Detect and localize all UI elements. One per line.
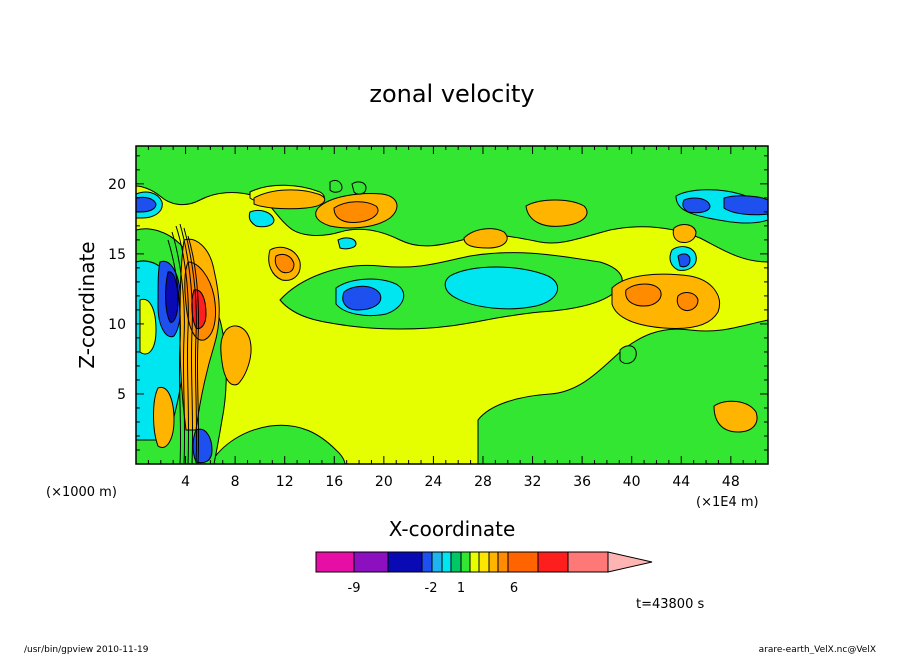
- colorbar-swatch: [450, 551, 462, 573]
- colorbar-swatch: [478, 551, 490, 573]
- orange-streak-left: [220, 325, 252, 386]
- x-tick-label: 8: [231, 474, 240, 490]
- dark-orange-patch-3: [625, 283, 662, 307]
- cyan-patch-4: [337, 237, 357, 250]
- blue-patch-top-left: [136, 196, 157, 213]
- x-tick-label: 24: [424, 474, 442, 490]
- x-axis: 4 8 12 16 20 24 28 32 36 40 44 48: [147, 146, 757, 490]
- blue-patch-bottom-left: [192, 428, 213, 464]
- x-tick-label: 36: [573, 474, 591, 490]
- y-tick-label: 20: [108, 177, 126, 193]
- time-label: t=43800 s: [636, 597, 704, 612]
- y-tick-label: 5: [117, 387, 126, 403]
- colorbar-swatch: [488, 551, 499, 573]
- colorbar-tick-label: -2: [425, 581, 438, 596]
- dark-orange-patch-1: [333, 201, 379, 223]
- colorbar: -9 -2 1 6: [315, 551, 653, 596]
- colorbar-swatch: [431, 551, 443, 573]
- colorbar-extend-triangle: [607, 551, 653, 573]
- colorbar-tick-label: 1: [457, 581, 465, 596]
- colorbar-swatch: [353, 551, 389, 573]
- colorbar-swatch: [387, 551, 423, 573]
- x-tick-label: 16: [325, 474, 343, 490]
- footer-left: /usr/bin/gpview 2010-11-19: [24, 645, 149, 654]
- x-tick-label: 28: [474, 474, 492, 490]
- colorbar-swatch: [315, 551, 355, 573]
- colorbar-swatch: [507, 551, 539, 573]
- colorbar-swatch: [460, 551, 471, 573]
- colorbar-tick-label: -9: [348, 581, 361, 596]
- green-blob-1: [329, 179, 343, 193]
- cyan-patch-1: [444, 266, 559, 310]
- colorbar-swatch: [421, 551, 433, 573]
- cyan-patch-3: [248, 209, 275, 228]
- y-axis-title: Z-coordinate: [75, 241, 99, 368]
- contour-line-cluster: [167, 223, 200, 464]
- green-blob-2: [351, 181, 367, 195]
- y-axis: 5 10 15 20: [108, 155, 768, 451]
- dark-blue-core-left: [165, 271, 179, 323]
- dark-orange-patch-4: [676, 292, 699, 311]
- orange-patch-6: [611, 273, 720, 329]
- blue-patch-right-2: [723, 195, 768, 216]
- x-tick-label: 44: [672, 474, 690, 490]
- green-band-upper: [136, 146, 768, 263]
- colorbar-swatch: [537, 551, 569, 573]
- green-region-bottom-left: [209, 424, 346, 464]
- y-tick-label: 10: [108, 317, 126, 333]
- x-tick-label: 32: [524, 474, 542, 490]
- green-blob-3: [619, 345, 637, 364]
- yellow-patch-left: [139, 298, 157, 355]
- orange-patch-1: [253, 189, 326, 210]
- plot-frame: [135, 145, 769, 465]
- blue-patch-right-3: [677, 253, 691, 268]
- footer-right: arare-earth_VelX.nc@VelX: [759, 645, 876, 654]
- blue-patch-1: [342, 285, 382, 311]
- colorbar-swatch: [567, 551, 609, 573]
- orange-patch-4: [525, 199, 588, 227]
- plot-area: [136, 146, 768, 464]
- dark-orange-patch-2: [274, 253, 295, 274]
- x-tick-label: 20: [375, 474, 393, 490]
- y-tick-label: 15: [108, 247, 126, 263]
- colorbar-swatch: [469, 551, 480, 573]
- colorbar-swatch: [441, 551, 452, 573]
- orange-patch-bottom-left: [153, 386, 175, 448]
- orange-patch-7: [713, 400, 758, 433]
- x-tick-label: 40: [623, 474, 641, 490]
- colorbar-swatch: [497, 551, 509, 573]
- x-axis-title: X-coordinate: [389, 517, 516, 541]
- orange-patch-8: [672, 224, 697, 243]
- colorbar-tick-label: 6: [510, 581, 518, 596]
- blue-patch-right-1: [682, 197, 711, 214]
- orange-patch-3: [463, 228, 508, 249]
- x-unit-right: (×1E4 m): [696, 495, 759, 510]
- x-unit-left: (×1000 m): [46, 485, 117, 500]
- x-tick-label: 48: [722, 474, 740, 490]
- x-tick-label: 12: [276, 474, 294, 490]
- chart-title: zonal velocity: [369, 80, 534, 108]
- x-tick-label: 4: [181, 474, 190, 490]
